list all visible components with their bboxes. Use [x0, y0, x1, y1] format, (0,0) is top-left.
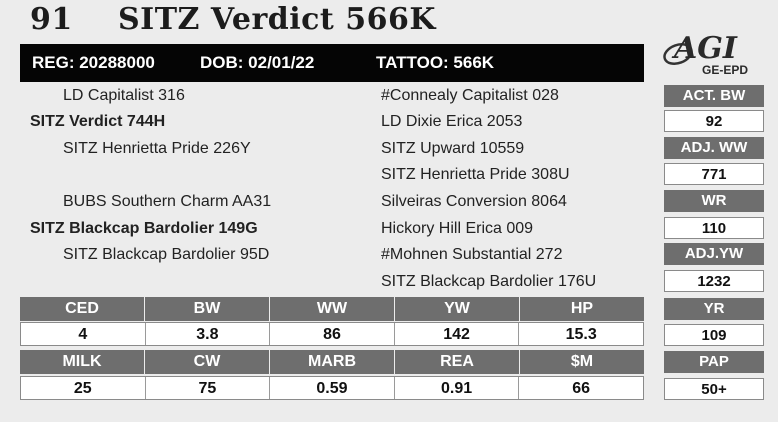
epd-value-dollar-m: 66 [572, 380, 591, 397]
dam-sire: BUBS Southern Charm AA31 [63, 193, 272, 210]
epd-value-row-2: 25 75 0.59 0.91 66 [20, 376, 644, 400]
epd-header-row-1: CED BW WW YW HP [20, 297, 644, 321]
pedigree-right-8: SITZ Blackcap Bardolier 176U [381, 273, 597, 290]
pedigree-right-1: #Connealy Capitalist 028 [381, 87, 559, 104]
epd-value-yw: 142 [395, 323, 520, 345]
epd-header-hp: HP [570, 300, 594, 317]
stat-value-adj-ww: 771 [664, 163, 764, 185]
stat-value-pap: 50+ [664, 378, 764, 400]
epd-header-ced: CED [20, 297, 145, 321]
epd-header-yw: YW [395, 297, 520, 321]
stat-label-wr: WR [664, 190, 764, 212]
date-of-birth: DOB: 02/01/22 [200, 53, 315, 72]
stat-label-adj-ww: ADJ. WW [664, 137, 764, 159]
epd-value-rea: 0.91 [395, 377, 520, 399]
sire-dam: SITZ Henrietta Pride 226Y [63, 140, 251, 157]
stat-value-adj-yw: 1232 [664, 270, 764, 292]
epd-header-ww: WW [270, 297, 395, 321]
stat-label-act-bw: ACT. BW [664, 85, 764, 107]
stat-label-pap: PAP [664, 351, 764, 373]
agi-logo-subtext: GE-EPD [702, 63, 748, 77]
stat-label-yr: YR [664, 298, 764, 320]
epd-value-cw: 75 [146, 377, 271, 399]
registration-number: REG: 20288000 [32, 53, 155, 72]
epd-value-ww: 86 [270, 323, 395, 345]
epd-header-cw: CW [145, 350, 270, 374]
stat-value-wr: 110 [664, 217, 764, 239]
stat-value-yr: 109 [664, 324, 764, 346]
epd-value-marb: 0.59 [270, 377, 395, 399]
epd-header-marb: MARB [270, 350, 395, 374]
epd-value-bw: 3.8 [146, 323, 271, 345]
epd-header-dollar-m: $M [570, 353, 594, 370]
pedigree-right-2: LD Dixie Erica 2053 [381, 113, 523, 130]
registration-bar: REG: 20288000 DOB: 02/01/22 TATTOO: 566K [20, 44, 644, 82]
agi-logo: AGI GE-EPD [663, 31, 748, 77]
epd-header-milk: MILK [20, 350, 145, 374]
stat-label-adj-yw: ADJ.YW [664, 243, 764, 265]
epd-value-ced: 4 [21, 323, 146, 345]
pedigree-right-3: SITZ Upward 10559 [381, 140, 525, 157]
epd-value-row-1: 4 3.8 86 142 15.3 [20, 322, 644, 346]
dam-dam: SITZ Blackcap Bardolier 95D [63, 246, 270, 263]
dam: SITZ Blackcap Bardolier 149G [30, 220, 258, 237]
sire-sire: LD Capitalist 316 [63, 87, 185, 104]
epd-value-hp: 15.3 [565, 326, 597, 343]
pedigree-right-7: #Mohnen Substantial 272 [381, 246, 563, 263]
epd-value-milk: 25 [21, 377, 146, 399]
epd-header-rea: REA [395, 350, 520, 374]
lot-number: 91 [30, 2, 73, 37]
agi-logo-text: AGI [671, 31, 738, 66]
animal-name: SITZ Verdict 566K [118, 2, 436, 37]
stat-value-act-bw: 92 [664, 110, 764, 132]
pedigree-right-5: Silveiras Conversion 8064 [381, 193, 567, 210]
sire: SITZ Verdict 744H [30, 113, 166, 130]
epd-header-bw: BW [145, 297, 270, 321]
pedigree-right-4: SITZ Henrietta Pride 308U [381, 166, 570, 183]
lot-title: 91 SITZ Verdict 566K [30, 2, 436, 42]
tattoo: TATTOO: 566K [376, 53, 495, 72]
pedigree-right-6: Hickory Hill Erica 009 [381, 220, 534, 237]
epd-header-row-2: MILK CW MARB REA $M [20, 350, 644, 374]
